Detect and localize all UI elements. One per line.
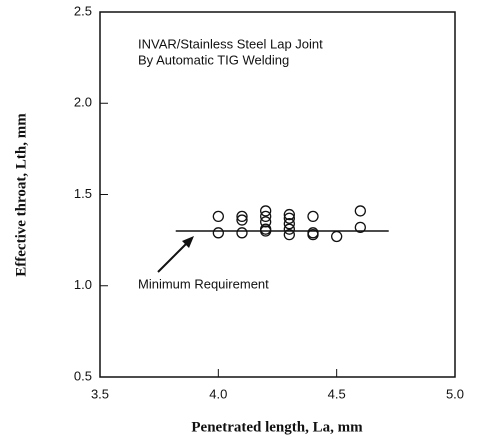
point xyxy=(236,227,248,239)
point xyxy=(236,210,248,223)
arrow-head xyxy=(182,236,194,248)
point xyxy=(283,228,295,241)
y-tick-label: 1.0 xyxy=(74,277,92,292)
point xyxy=(307,210,319,223)
point xyxy=(260,210,272,223)
chart-title: INVAR/Stainless Steel Lap Joint xyxy=(138,36,323,51)
y-tick-label: 2.0 xyxy=(74,95,92,110)
point xyxy=(283,223,295,235)
annotation: Minimum Requirement xyxy=(138,276,269,291)
x-tick-label: 4.0 xyxy=(209,386,227,401)
point xyxy=(260,205,272,217)
x-tick-label: 3.5 xyxy=(91,386,109,401)
point xyxy=(354,205,366,217)
point xyxy=(212,210,224,223)
point xyxy=(331,230,343,243)
y-axis-label: Effective throat, Lth, mm xyxy=(13,113,29,277)
point xyxy=(260,225,272,237)
point xyxy=(354,221,366,234)
point xyxy=(283,208,295,221)
annotation-arrow xyxy=(157,239,191,273)
point xyxy=(307,228,319,241)
point xyxy=(283,212,295,224)
x-tick-label: 5.0 xyxy=(446,386,464,401)
y-tick-label: 1.5 xyxy=(74,186,92,201)
point xyxy=(212,227,224,239)
chart-subtitle: By Automatic TIG Welding xyxy=(138,52,289,67)
y-tick-label: 2.5 xyxy=(74,3,92,18)
y-tick-label: 0.5 xyxy=(74,368,92,383)
x-tick-label: 4.5 xyxy=(328,386,346,401)
point xyxy=(236,214,248,226)
point xyxy=(260,216,272,228)
point xyxy=(283,218,295,230)
x-axis-label: Penetrated length, La, mm xyxy=(191,419,363,435)
